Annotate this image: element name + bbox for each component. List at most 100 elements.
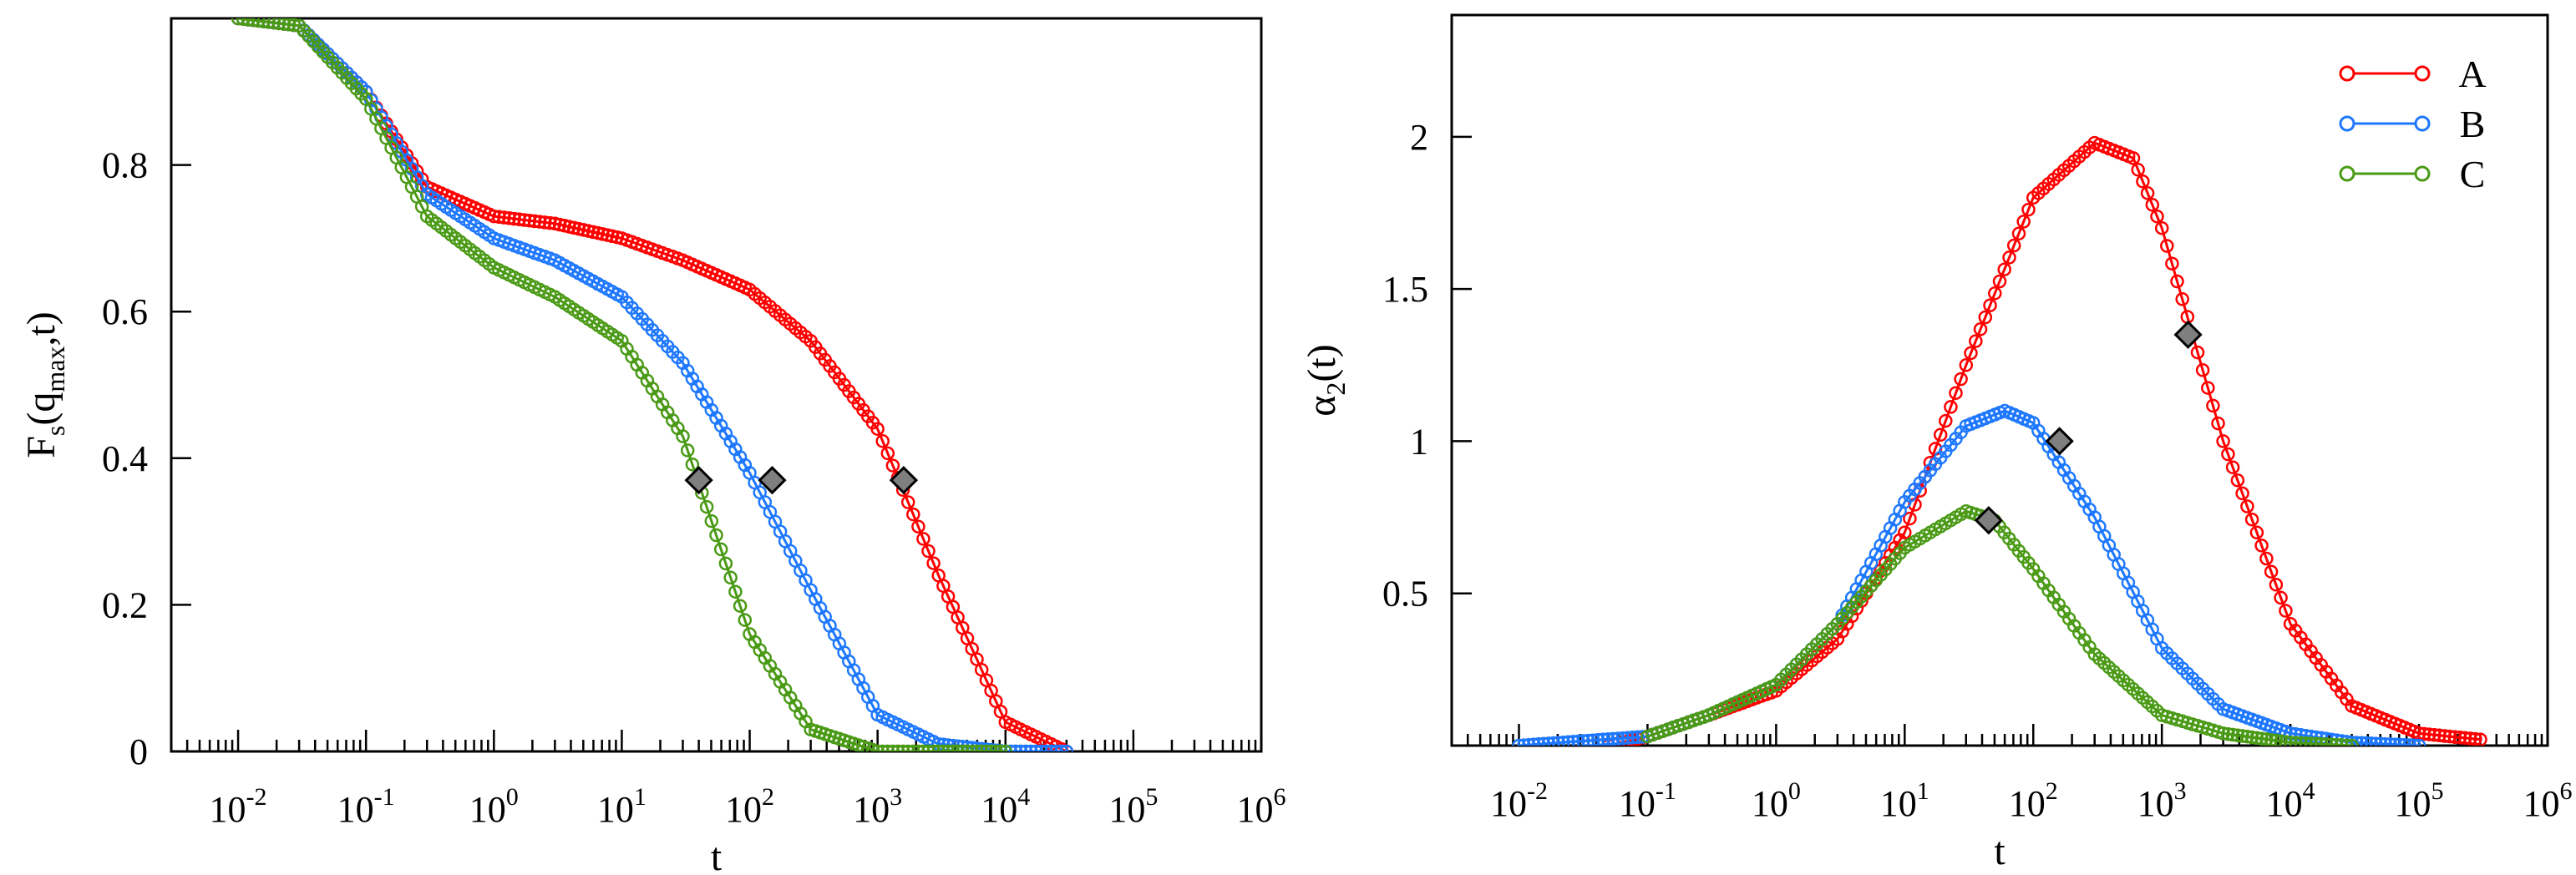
data-point-A: [2437, 729, 2452, 743]
data-point-C: [885, 744, 900, 751]
y-axis-label-part: 2: [1321, 382, 1351, 396]
legend-label-C: C: [2460, 153, 2486, 195]
data-point-C: [676, 429, 690, 443]
data-point-B: [2397, 737, 2412, 746]
y-axis-label-part: ,t): [19, 311, 63, 346]
data-point-B: [1605, 731, 1620, 746]
data-point-C: [951, 744, 965, 751]
diamond-marker-B: [2045, 427, 2074, 456]
data-point-B: [1522, 737, 1536, 746]
data-point-A: [487, 209, 501, 224]
data-point-A: [497, 210, 511, 225]
data-point-C: [906, 744, 920, 751]
data-point-C: [713, 542, 728, 557]
data-point-C: [2299, 736, 2313, 746]
data-point-A: [2279, 604, 2293, 618]
data-point-C: [960, 744, 975, 751]
x-axis-label: t: [1994, 829, 2006, 873]
data-point-B: [1590, 733, 1605, 746]
data-point-A: [2011, 226, 2026, 240]
data-point-B: [1541, 736, 1556, 746]
data-point-C: [2314, 736, 2329, 746]
x-tick-exponent: 2: [2046, 777, 2058, 805]
diamond-marker-A: [2173, 320, 2203, 349]
data-point-C: [890, 744, 905, 751]
x-tick-exponent: 2: [762, 783, 774, 811]
legend-marker-A: [2339, 65, 2355, 82]
legend-marker-C: [2339, 165, 2355, 182]
panel-right: 10-2 10-1 100 101 102 103 104 105 1060.511.52tα2…: [1300, 13, 2573, 873]
data-point-C: [875, 744, 890, 751]
data-point-A: [543, 215, 557, 230]
data-point-C: [246, 18, 261, 28]
data-point-B: [1517, 738, 1531, 746]
data-point-C: [2324, 737, 2339, 746]
data-point-C: [2221, 726, 2235, 741]
data-point-B: [1536, 736, 1551, 746]
data-point-A: [916, 532, 931, 546]
data-point-A: [2416, 726, 2431, 741]
data-point-B: [2364, 736, 2378, 746]
y-axis-label-part: (q: [19, 392, 63, 426]
data-point-A: [1959, 358, 1974, 372]
data-point-B: [1023, 744, 1038, 751]
data-point-A: [2463, 731, 2477, 746]
data-point-B: [1620, 731, 1635, 745]
x-tick-base: 10: [2137, 783, 2174, 824]
data-point-C: [2254, 731, 2269, 746]
data-point-A: [921, 544, 936, 559]
diamond-marker-B: [758, 466, 787, 495]
data-point-B: [1029, 744, 1043, 751]
data-point-A: [2201, 381, 2215, 395]
data-point-B: [1527, 737, 1541, 746]
legend: ABC: [2339, 53, 2487, 195]
legend-marker-C: [2414, 165, 2431, 182]
data-point-C: [2259, 732, 2274, 746]
data-point-B: [1576, 734, 1590, 746]
data-point-A: [1949, 386, 1963, 400]
series-C: [231, 18, 1013, 751]
x-tick-base: 10: [1108, 789, 1145, 830]
plot-frame: [1450, 13, 2549, 747]
data-point-A: [492, 210, 506, 225]
y-axis-label-part: F: [19, 436, 63, 458]
diamond-marker-C: [684, 466, 713, 495]
data-point-A: [2264, 564, 2279, 579]
data-point-A: [2221, 447, 2235, 462]
data-point-A: [880, 446, 895, 461]
data-point-B: [1610, 731, 1625, 746]
y-axis-label-part: (t): [1300, 344, 1344, 382]
data-point-A: [911, 519, 925, 534]
legend-marker-B: [2414, 115, 2431, 132]
x-tick-label: 105: [1108, 783, 1158, 830]
data-point-C: [685, 458, 700, 472]
data-point-C: [895, 744, 910, 751]
data-point-A: [2235, 486, 2249, 501]
x-tick-label: 103: [2137, 777, 2187, 824]
data-point-A: [875, 434, 890, 448]
data-point-C: [974, 744, 989, 751]
data-point-C: [2329, 737, 2344, 746]
data-point-A: [2136, 174, 2150, 189]
data-point-C: [287, 18, 302, 33]
y-tick-label: 0.4: [102, 438, 148, 479]
x-tick-label: 101: [597, 783, 647, 830]
y-tick-label: 0.2: [102, 584, 148, 625]
data-point-B: [2359, 736, 2374, 746]
data-point-C: [2279, 735, 2293, 746]
x-tick-exponent: 6: [2560, 777, 2573, 805]
x-tick-label: 100: [1752, 777, 1801, 824]
data-point-A: [2002, 250, 2016, 265]
data-point-A: [2160, 239, 2174, 253]
x-tick-exponent: -2: [1527, 777, 1548, 805]
data-point-C: [251, 18, 266, 28]
data-point-A: [2259, 551, 2274, 566]
x-ticks: [170, 730, 1257, 751]
x-tick-base: 10: [210, 789, 246, 830]
x-tick-base: 10: [1880, 783, 1917, 824]
data-point-A: [2006, 238, 2021, 253]
data-point-B: [1531, 737, 1546, 746]
data-point-C: [979, 744, 994, 751]
x-tick-exponent: 0: [506, 783, 519, 811]
